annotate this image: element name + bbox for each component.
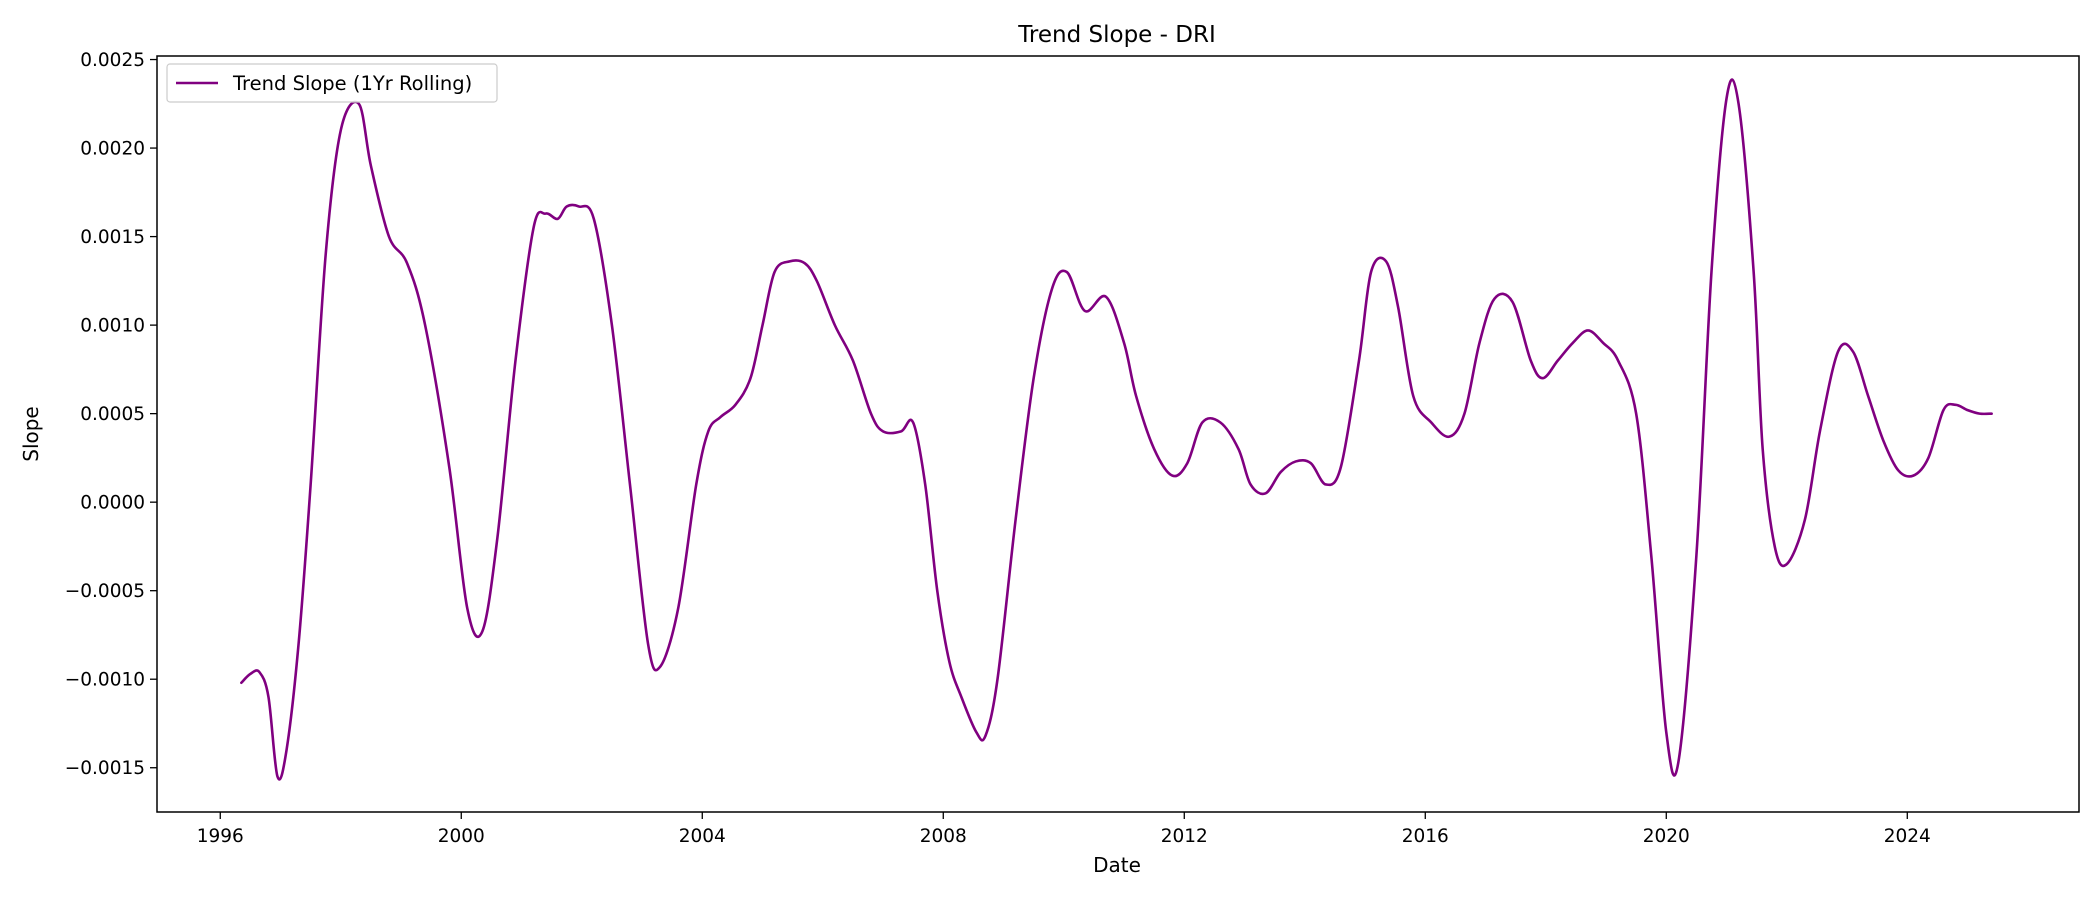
x-tick-label: 2024 — [1884, 826, 1931, 847]
x-tick-label: 2016 — [1402, 826, 1449, 847]
x-tick-label: 2020 — [1643, 826, 1690, 847]
y-tick-label: −0.0010 — [65, 670, 145, 691]
series-line-0 — [240, 78, 1993, 781]
y-axis-title: Slope — [19, 406, 43, 462]
y-tick-label: 0.0005 — [80, 404, 145, 425]
y-tick-label: 0.0015 — [80, 227, 145, 248]
y-tick-label: −0.0005 — [65, 581, 145, 602]
plot-area — [240, 78, 1993, 781]
y-tick-label: 0.0020 — [80, 139, 145, 160]
legend-label: Trend Slope (1Yr Rolling) — [232, 72, 472, 95]
legend-box — [166, 63, 498, 103]
x-tick-label: 1996 — [197, 826, 244, 847]
x-tick-label: 2000 — [438, 826, 485, 847]
y-axis: −0.0015 −0.0010 −0.0005 0.0000 0.0005 0.0010 0… — [65, 50, 157, 779]
x-tick-label: 2012 — [1161, 826, 1208, 847]
y-tick-label: 0.0010 — [80, 316, 145, 337]
legend: Trend Slope (1Yr Rolling) — [166, 63, 498, 103]
y-tick-label: −0.0015 — [65, 758, 145, 779]
plot-frame — [156, 55, 2080, 813]
y-tick-label: 0.0000 — [80, 493, 145, 514]
x-axis: 1996 2000 2004 2008 2012 2016 2020 2024 — [197, 812, 1931, 847]
chart-title: Trend Slope - DRI — [1017, 22, 1215, 48]
x-tick-label: 2008 — [920, 826, 967, 847]
y-tick-label: 0.0025 — [80, 50, 145, 71]
x-axis-title: Date — [1093, 853, 1141, 877]
x-tick-label: 2004 — [679, 826, 726, 847]
